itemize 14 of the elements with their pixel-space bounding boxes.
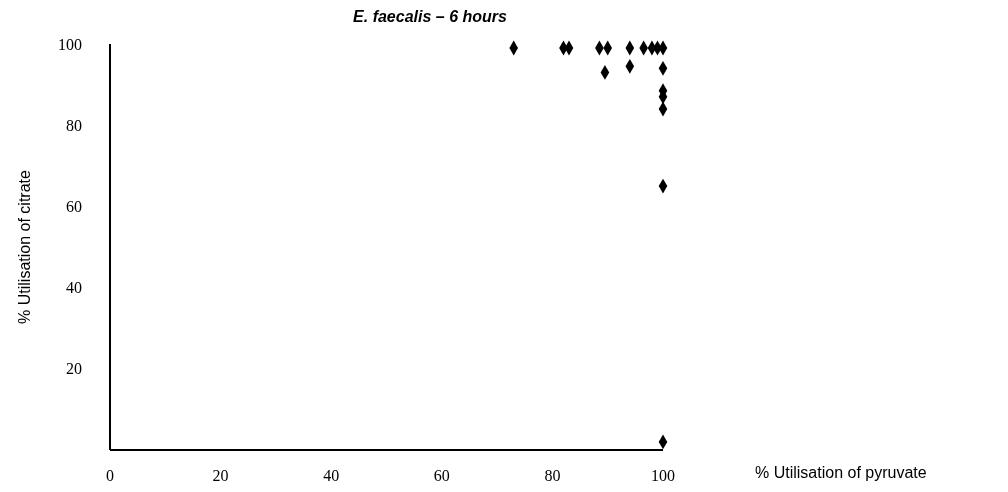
x-tick-label: 80 — [544, 467, 561, 485]
chart-title: E. faecalis – 6 hours — [352, 8, 508, 26]
x-tick-label: 20 — [212, 467, 229, 485]
x-tick-label: 100 — [651, 467, 675, 485]
x-axis-title: % Utilisation of pyruvate — [755, 464, 927, 482]
y-axis-title: % Utilisation of citrate — [15, 169, 33, 324]
x-tick-label: 40 — [323, 467, 340, 485]
x-tick-label: 60 — [433, 467, 450, 485]
y-tick-label: 40 — [66, 279, 82, 297]
y-tick-label: 80 — [66, 116, 82, 134]
x-tick-label: 0 — [106, 467, 114, 485]
y-tick-label: 60 — [66, 198, 82, 216]
y-tick-label: 100 — [58, 35, 82, 53]
y-tick-label: 20 — [66, 360, 82, 378]
